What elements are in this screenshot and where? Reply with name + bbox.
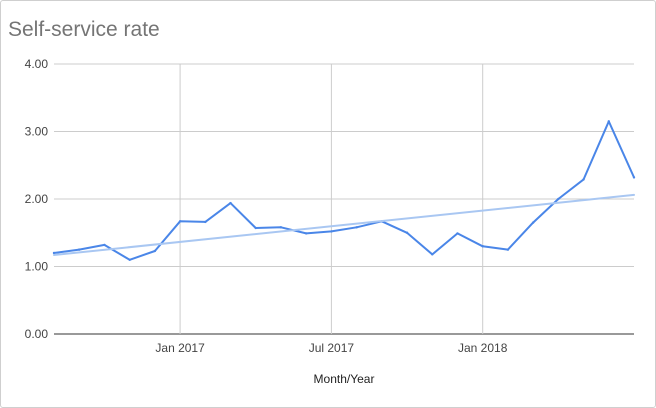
data-point bbox=[204, 220, 207, 224]
y-tick-label: 4.00 bbox=[25, 57, 49, 71]
x-tick-label: Jan 2017 bbox=[155, 341, 205, 355]
data-point bbox=[405, 231, 409, 234]
y-axis: 0.00 1.00 2.00 3.00 4.00 bbox=[25, 57, 49, 341]
data-point bbox=[531, 221, 535, 224]
grid bbox=[54, 63, 634, 335]
data-point bbox=[330, 230, 333, 233]
x-tick-label: Jan 2018 bbox=[458, 341, 508, 355]
data-point bbox=[355, 226, 358, 229]
series-line bbox=[53, 120, 635, 261]
y-tick-label: 0.00 bbox=[25, 327, 49, 341]
trendline bbox=[53, 193, 635, 256]
data-point bbox=[178, 220, 182, 223]
data-point bbox=[557, 197, 560, 201]
data-point bbox=[153, 249, 157, 253]
data-point bbox=[229, 201, 232, 205]
data-point bbox=[128, 258, 131, 261]
data-point bbox=[304, 232, 308, 235]
y-tick-label: 3.00 bbox=[25, 125, 49, 139]
chart-title: Self-service rate bbox=[8, 18, 160, 41]
data-point bbox=[582, 178, 585, 181]
data-point bbox=[456, 232, 459, 235]
data-point bbox=[279, 226, 283, 229]
data-point bbox=[52, 251, 56, 255]
y-tick-label: 2.00 bbox=[25, 192, 49, 206]
data-point bbox=[78, 248, 81, 251]
y-tick-label: 1.00 bbox=[25, 260, 49, 274]
data-point bbox=[103, 243, 106, 247]
data-point bbox=[632, 176, 636, 179]
data-point bbox=[506, 248, 510, 251]
x-axis: Jan 2017 Jul 2017 Jan 2018 bbox=[155, 341, 507, 355]
x-axis-label: Month/Year bbox=[314, 372, 375, 386]
data-point bbox=[607, 120, 610, 123]
plot-area bbox=[52, 120, 636, 261]
x-tick-label: Jul 2017 bbox=[309, 341, 355, 355]
data-point bbox=[481, 245, 484, 248]
data-point bbox=[431, 253, 434, 256]
data-point bbox=[254, 226, 257, 230]
